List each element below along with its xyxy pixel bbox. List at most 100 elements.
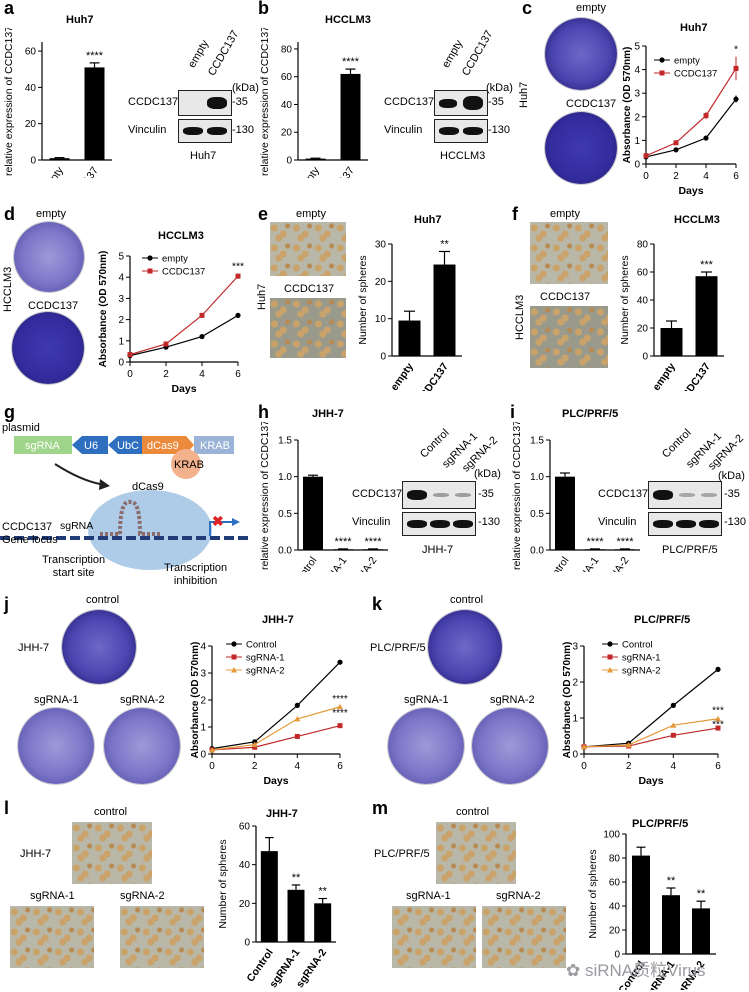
x-axis-label: Days [638, 775, 663, 786]
y-tick-label: 80 [281, 44, 293, 55]
y-axis-label: Number of spheres [619, 255, 631, 344]
y-axis-label: Number of spheres [217, 839, 229, 928]
blot-h-row-ccdc137: CCDC137 [352, 488, 403, 500]
x-tick-label: 2 [673, 171, 679, 182]
significance-mark: ** [292, 872, 301, 884]
blot-a-col-empty: empty [186, 38, 212, 70]
blot-h-caption: JHH-7 [422, 544, 454, 556]
blot-i-row-ccdc137: CCDC137 [598, 488, 649, 500]
data-point [643, 153, 649, 159]
significance-mark: **** [332, 694, 348, 705]
y-axis-label: Number of spheres [357, 255, 369, 344]
x-tick-label: CCDC137 [64, 165, 101, 178]
bar [398, 320, 421, 356]
x-tick-label: CCDC137 [320, 165, 357, 178]
bar [632, 855, 650, 954]
legend-label: Control [246, 640, 277, 651]
legend-label: sgRNA-2 [622, 666, 661, 677]
panel-label-g: g [4, 402, 15, 422]
series-line-sgrna-1 [583, 727, 719, 748]
panel-m-img-label-sgrna1: sgRNA-1 [406, 890, 451, 902]
y-tick-label: 1.0 [278, 472, 292, 483]
bar [303, 476, 323, 550]
legend-marker [231, 667, 237, 673]
blot-h-row-vinculin: Vinculin [352, 516, 391, 528]
data-point [703, 135, 709, 141]
panel-j-dish-label-control: control [86, 594, 120, 606]
y-tick-label: 2 [634, 112, 640, 123]
y-tick-label: 3 [200, 669, 206, 680]
data-point [670, 722, 677, 728]
blot-i-vinculin [648, 512, 722, 536]
panel-label-k: k [372, 594, 383, 614]
significance-mark: ** [318, 886, 327, 898]
panel-c-dish-label-ccdc137: CCDC137 [566, 98, 617, 110]
series-line-empty [129, 314, 239, 357]
data-point [235, 312, 241, 318]
panel-f-img-label-empty: empty [550, 208, 580, 220]
data-point [294, 715, 301, 722]
y-tick-label: 80 [637, 240, 649, 251]
panel-b-title: HCCLM3 [325, 14, 371, 26]
legend-marker [659, 57, 665, 63]
blot-a-caption: Huh7 [190, 150, 217, 162]
chart-d: 0 1 2 3 4 5 0 2 4 6 Days Absorbance (OD 570nm) empty… [98, 251, 244, 394]
panel-l-img-label-control: control [94, 806, 128, 818]
x-tick-label: 6 [235, 369, 241, 380]
x-tick-label: 2 [626, 761, 632, 772]
significance-mark: ** [697, 888, 706, 900]
chart-j: 0 1 2 3 4 0 2 4 6 Days Absorbance (OD 570nm) Contro… [190, 640, 348, 787]
diagram-plasmid-label: plasmid [2, 422, 40, 434]
blot-b-vinculin [434, 119, 488, 143]
series-line-ccdc137 [645, 68, 737, 157]
bar [615, 549, 635, 551]
y-tick-label: 1 [634, 136, 640, 147]
y-tick-label: 2 [118, 315, 124, 326]
y-tick-label: 4 [118, 273, 124, 284]
series-line-sgrna-2 [211, 706, 341, 751]
legend-label: sgRNA-1 [246, 653, 285, 664]
y-tick-label: 20 [609, 926, 621, 937]
blot-i-size-35: -35 [724, 488, 740, 500]
chart-i: 0.0 0.5 1.0 1.5 relative expression of CCDC1… [511, 422, 640, 572]
panel-k-title: PLC/PRF/5 [634, 614, 691, 626]
blot-a-size-35: -35 [232, 96, 248, 108]
bar [585, 549, 605, 551]
blot-h-size-130: -130 [478, 516, 501, 528]
colony-dish-k-sgrna2 [472, 708, 548, 784]
sphere-image-m-control [436, 822, 516, 884]
data-point [715, 725, 721, 731]
inhibition-x: ✖ [212, 513, 224, 529]
series-line-sgrna-2 [583, 718, 719, 748]
y-tick-label: 1 [572, 714, 578, 725]
series-line-sgrna-1 [211, 725, 341, 751]
arrow-head [99, 479, 110, 490]
x-tick-label: Control [290, 555, 319, 572]
y-tick-label: 10 [375, 314, 387, 325]
x-axis-label: Days [678, 185, 703, 197]
x-tick-label: 6 [337, 761, 343, 772]
significance-mark: **** [342, 56, 360, 68]
y-tick-label: 0 [118, 358, 124, 369]
plasmid-dcas9-box [142, 436, 194, 454]
y-tick-label: 40 [609, 902, 621, 913]
panel-a-title: Huh7 [66, 14, 94, 26]
panel-e-title: Huh7 [414, 214, 442, 226]
y-tick-label: 60 [239, 822, 251, 833]
panel-f-side-label: HCCLM3 [514, 294, 526, 340]
bar [692, 908, 710, 954]
blot-b-caption: HCCLM3 [440, 150, 486, 162]
blot-b-row-vinculin: Vinculin [384, 124, 423, 136]
colony-dish-c-ccdc137 [545, 112, 617, 184]
data-point [670, 732, 676, 738]
panel-l-img-label-sgrna1: sgRNA-1 [30, 890, 75, 902]
x-tick-label: sgRNA-2 [345, 555, 379, 572]
significance-mark: **** [586, 536, 604, 548]
y-tick-label: 5 [634, 42, 640, 53]
legend-marker [607, 667, 613, 673]
legend-marker [607, 641, 613, 647]
sphere-image-e-empty [270, 222, 346, 276]
diagram-inhibition-label: Transcription inhibition [164, 562, 228, 587]
